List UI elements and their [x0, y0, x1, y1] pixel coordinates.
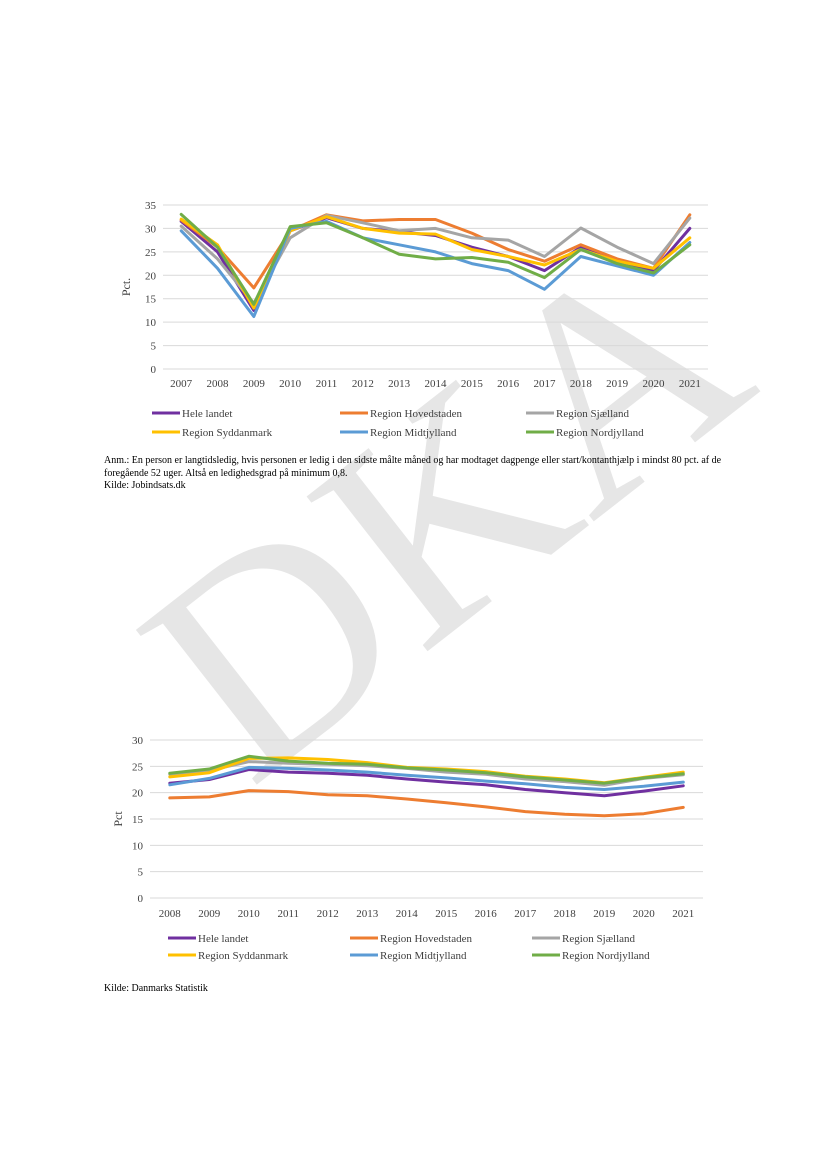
chart1-y-tick-label: 15 [145, 294, 157, 306]
chart2-legend-label: Hele landet [198, 933, 248, 945]
chart1-x-tick-label: 2011 [316, 378, 338, 390]
chart2-y-tick-label: 0 [138, 893, 144, 905]
chart1-y-tick-label: 0 [151, 364, 157, 376]
chart1-series-line-1 [179, 213, 692, 290]
chart1-legend-label: Region Midtjylland [370, 427, 457, 439]
chart1-y-tick-label: 35 [145, 200, 157, 212]
chart2-x-tick-label: 2015 [435, 908, 458, 920]
chart1-y-tick-label: 30 [145, 223, 157, 235]
chart2-y-tick-label: 10 [132, 840, 144, 852]
chart2-legend-label: Region Nordjylland [562, 950, 650, 962]
chart1-x-tick-label: 2015 [461, 378, 484, 390]
chart1-x-tick-label: 2020 [643, 378, 666, 390]
chart1-x-tick-label: 2012 [352, 378, 374, 390]
chart1-x-tick-label: 2017 [534, 378, 557, 390]
chart1-x-tick-label: 2008 [207, 378, 230, 390]
chart1-y-tick-label: 5 [151, 341, 157, 353]
chart2-series-line-1 [168, 789, 685, 818]
chart2-legend-label: Region Hovedstaden [380, 933, 472, 945]
chart2-x-tick-label: 2013 [356, 908, 379, 920]
chart2-x-tick-label: 2010 [238, 908, 261, 920]
chart1-x-tick-label: 2016 [497, 378, 520, 390]
chart2-x-tick-label: 2016 [475, 908, 498, 920]
chart1-series-line-5 [179, 212, 692, 306]
chart1-y-tick-label: 10 [145, 317, 157, 329]
chart2-legend-label: Region Syddanmark [198, 950, 289, 962]
chart1-y-axis-label: Pct. [119, 278, 133, 296]
chart1-y-tick-label: 20 [145, 270, 157, 282]
chart-1-source: Kilde: Jobindsats.dk [104, 480, 186, 491]
chart2-y-tick-label: 5 [138, 867, 144, 879]
chart2-x-tick-label: 2009 [198, 908, 221, 920]
chart2-x-tick-label: 2019 [593, 908, 616, 920]
chart1-legend-label: Region Sjælland [556, 408, 630, 420]
chart-2-unemployment: 0 5 10 15 20 25 30 2008 2009 2010 2011 2012 2013 2014… [111, 735, 703, 962]
chart1-x-tick-label: 2019 [606, 378, 629, 390]
chart2-legend-label: Region Midtjylland [380, 950, 467, 962]
chart1-legend-label: Region Hovedstaden [370, 408, 462, 420]
chart1-legend-label: Region Syddanmark [182, 427, 273, 439]
chart1-x-tick-label: 2018 [570, 378, 593, 390]
chart2-y-axis-label: Pct [111, 811, 125, 827]
chart2-x-tick-label: 2014 [396, 908, 419, 920]
chart2-y-tick-label: 15 [132, 814, 144, 826]
chart2-x-tick-label: 2021 [672, 908, 694, 920]
chart2-x-tick-label: 2008 [159, 908, 182, 920]
chart1-legend-label: Hele landet [182, 408, 232, 420]
chart1-x-tick-label: 2007 [170, 378, 193, 390]
chart1-y-tick-label: 25 [145, 247, 157, 259]
chart2-x-tick-label: 2017 [514, 908, 537, 920]
chart1-x-tick-label: 2010 [279, 378, 302, 390]
chart2-legend-label: Region Sjælland [562, 933, 636, 945]
chart2-series-line-4 [168, 765, 685, 791]
chart1-x-tick-label: 2009 [243, 378, 266, 390]
chart1-x-tick-label: 2013 [388, 378, 411, 390]
chart-2-source: Kilde: Danmarks Statistik [104, 983, 208, 994]
chart2-x-tick-label: 2018 [554, 908, 577, 920]
chart-1-note: Anm.: En person er langtidsledig, hvis p… [104, 455, 722, 479]
chart1-series-line-4 [179, 219, 692, 318]
chart1-x-tick-label: 2021 [679, 378, 701, 390]
chart2-y-tick-label: 20 [132, 788, 144, 800]
chart2-x-tick-label: 2012 [317, 908, 339, 920]
chart2-y-tick-label: 25 [132, 761, 144, 773]
chart2-series-line-5 [168, 754, 685, 785]
chart-1-long-term-unemployment: 0 5 10 15 20 25 30 35 2007 2008 2009 2010 2011 2012 20… [119, 200, 708, 439]
chart2-series-line-0 [168, 768, 685, 798]
chart2-x-tick-label: 2011 [277, 908, 299, 920]
chart2-y-tick-label: 30 [132, 735, 144, 747]
chart2-x-tick-label: 2020 [633, 908, 656, 920]
chart1-legend-label: Region Nordjylland [556, 427, 644, 439]
chart1-x-tick-label: 2014 [425, 378, 448, 390]
